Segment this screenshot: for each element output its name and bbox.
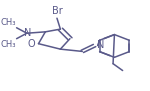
Text: Br: Br — [52, 6, 62, 16]
Text: O: O — [28, 39, 36, 49]
Text: N: N — [97, 40, 104, 50]
Text: CH₃: CH₃ — [0, 40, 16, 49]
Text: CH₃: CH₃ — [0, 18, 16, 27]
Text: N: N — [24, 28, 31, 38]
